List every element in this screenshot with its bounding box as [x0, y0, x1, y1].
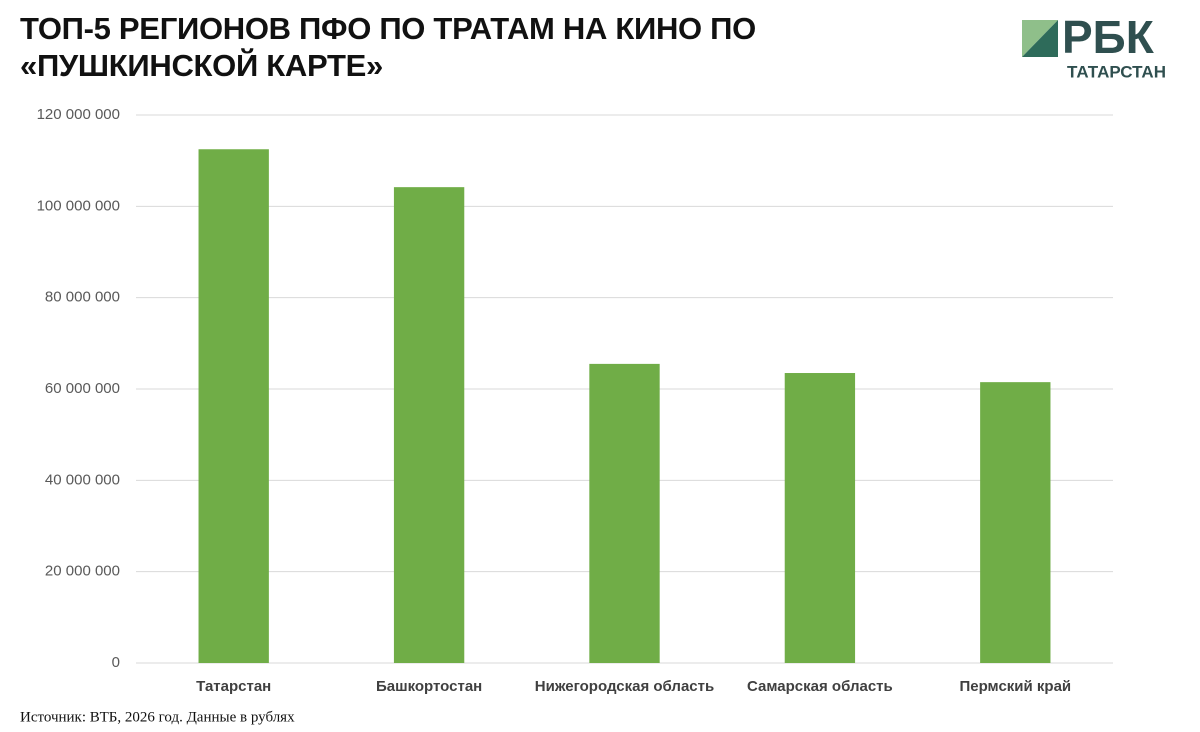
brand-region: ТАТАРСТАН: [1067, 62, 1166, 81]
y-tick-label: 100 000 000: [37, 197, 120, 214]
x-tick-label: Татарстан: [196, 678, 271, 695]
y-tick-label: 0: [112, 654, 120, 671]
y-tick-label: 20 000 000: [45, 563, 120, 580]
y-tick-label: 40 000 000: [45, 471, 120, 488]
y-tick-label: 80 000 000: [45, 289, 120, 306]
chart-title: ТОП-5 РЕГИОНОВ ПФО ПО ТРАТАМ НА КИНО ПО …: [20, 11, 756, 83]
bar: [784, 373, 856, 663]
bar: [589, 363, 660, 663]
y-tick-label: 120 000 000: [37, 106, 120, 123]
x-tick-label: Нижегородская область: [535, 678, 714, 695]
bar: [980, 382, 1051, 663]
x-tick-label: Самарская область: [747, 678, 893, 695]
x-tick-label: Башкортостан: [376, 678, 482, 695]
x-tick-label: Пермский край: [959, 678, 1071, 695]
source: Источник: ВТБ, 2026 год. Данные в рублях: [20, 709, 295, 725]
logo-shape: [1022, 20, 1058, 57]
y-tick-label: 60 000 000: [45, 380, 120, 397]
bar: [393, 187, 465, 664]
brand: РБК: [1062, 11, 1155, 63]
bar: [198, 149, 269, 663]
